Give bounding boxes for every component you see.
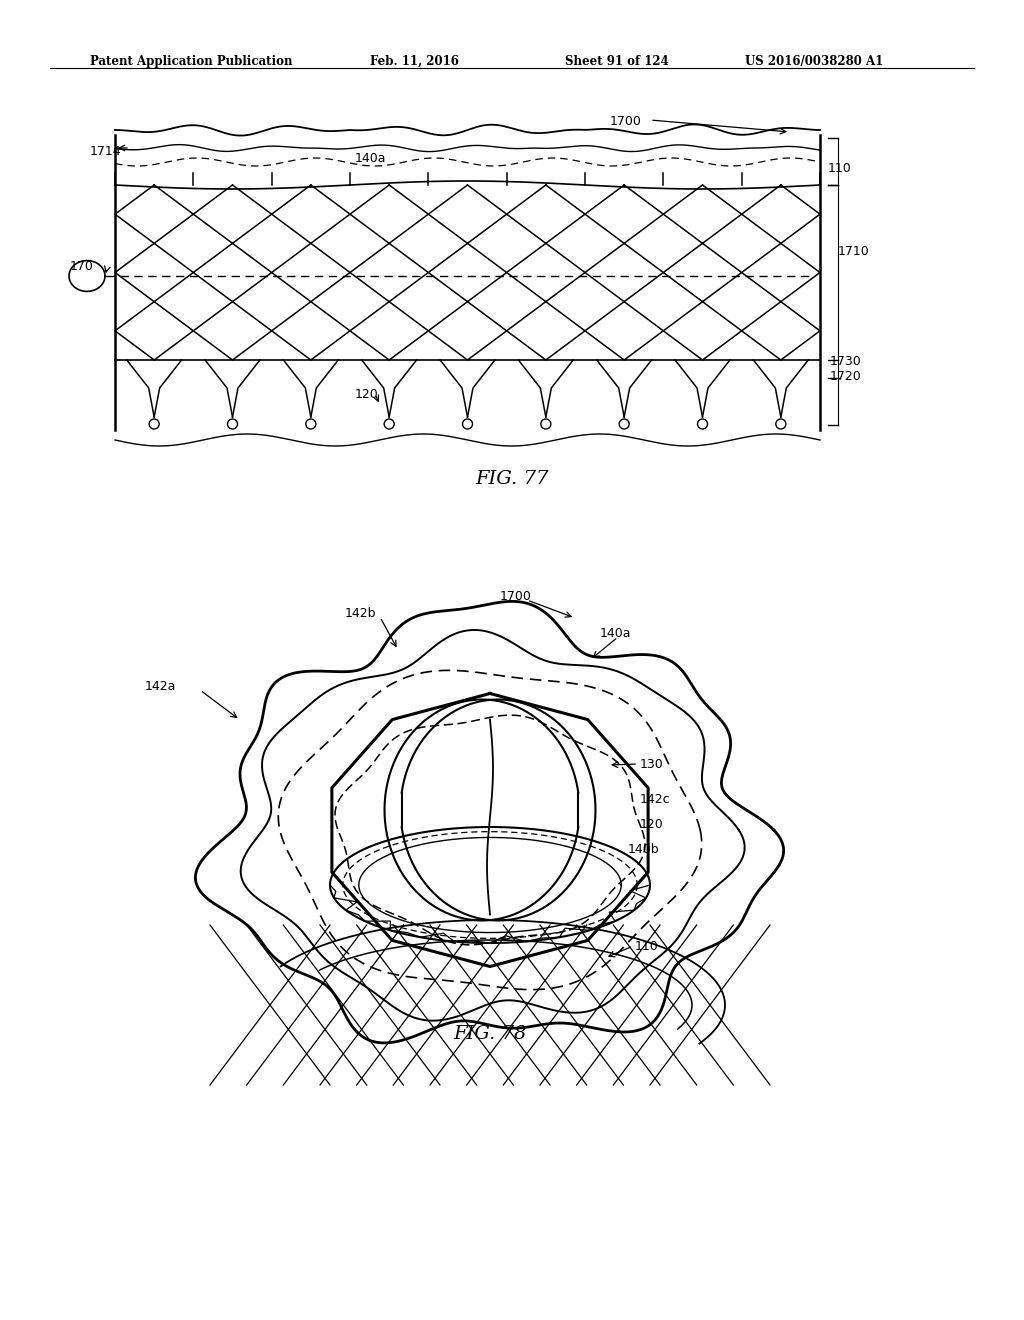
Text: FIG. 77: FIG. 77 [475,470,549,488]
Text: 1720: 1720 [830,370,862,383]
Text: 130: 130 [640,758,664,771]
Text: Feb. 11, 2016: Feb. 11, 2016 [370,55,459,69]
Text: 140a: 140a [355,152,386,165]
Text: 120: 120 [355,388,379,401]
Text: 142b: 142b [345,607,377,620]
Text: 142c: 142c [640,793,671,807]
Text: 142a: 142a [145,680,176,693]
Text: 110: 110 [635,940,658,953]
Text: 120: 120 [640,818,664,832]
Text: 170: 170 [70,260,94,273]
Text: 140a: 140a [600,627,632,640]
Text: Sheet 91 of 124: Sheet 91 of 124 [565,55,669,69]
Text: 1710: 1710 [838,246,869,257]
Text: 1714: 1714 [90,145,122,158]
Text: 110: 110 [828,162,852,176]
Text: 1730: 1730 [830,355,862,368]
Text: US 2016/0038280 A1: US 2016/0038280 A1 [745,55,884,69]
Text: 1700: 1700 [500,590,531,603]
Text: FIG. 78: FIG. 78 [454,1026,526,1043]
Text: Patent Application Publication: Patent Application Publication [90,55,293,69]
Text: 140b: 140b [628,843,659,855]
Text: 1700: 1700 [610,115,642,128]
